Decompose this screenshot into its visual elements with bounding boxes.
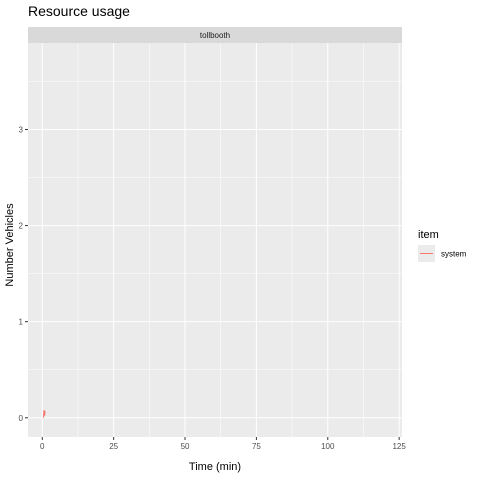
series-line-system bbox=[42, 410, 46, 418]
series-layer bbox=[42, 410, 46, 418]
x-tick-label: 100 bbox=[321, 442, 335, 451]
x-axis-title: Time (min) bbox=[189, 461, 241, 473]
plot-panel bbox=[28, 43, 402, 437]
y-tick-label: 2 bbox=[19, 222, 24, 231]
chart-title: Resource usage bbox=[28, 3, 130, 19]
y-tick-label: 3 bbox=[19, 125, 24, 134]
y-tick-label: 0 bbox=[19, 414, 24, 423]
legend-title: item bbox=[418, 229, 439, 241]
y-axis-title: Number Vehicles bbox=[4, 203, 16, 287]
facet-strip-label: tollbooth bbox=[200, 31, 230, 40]
grid-minor bbox=[28, 43, 402, 437]
grid-major bbox=[28, 43, 402, 437]
legend-label-system: system bbox=[441, 250, 467, 259]
x-tick-label: 125 bbox=[392, 442, 406, 451]
x-tick-label: 75 bbox=[252, 442, 261, 451]
y-axis: 0 1 2 3 bbox=[19, 125, 28, 423]
facet-strip bbox=[28, 27, 402, 43]
x-tick-label: 25 bbox=[109, 442, 118, 451]
x-tick-label: 50 bbox=[181, 442, 190, 451]
legend: item system bbox=[418, 229, 467, 262]
y-tick-label: 1 bbox=[19, 318, 24, 327]
x-tick-label: 0 bbox=[40, 442, 45, 451]
x-axis: 0 25 50 75 100 125 bbox=[40, 437, 406, 451]
